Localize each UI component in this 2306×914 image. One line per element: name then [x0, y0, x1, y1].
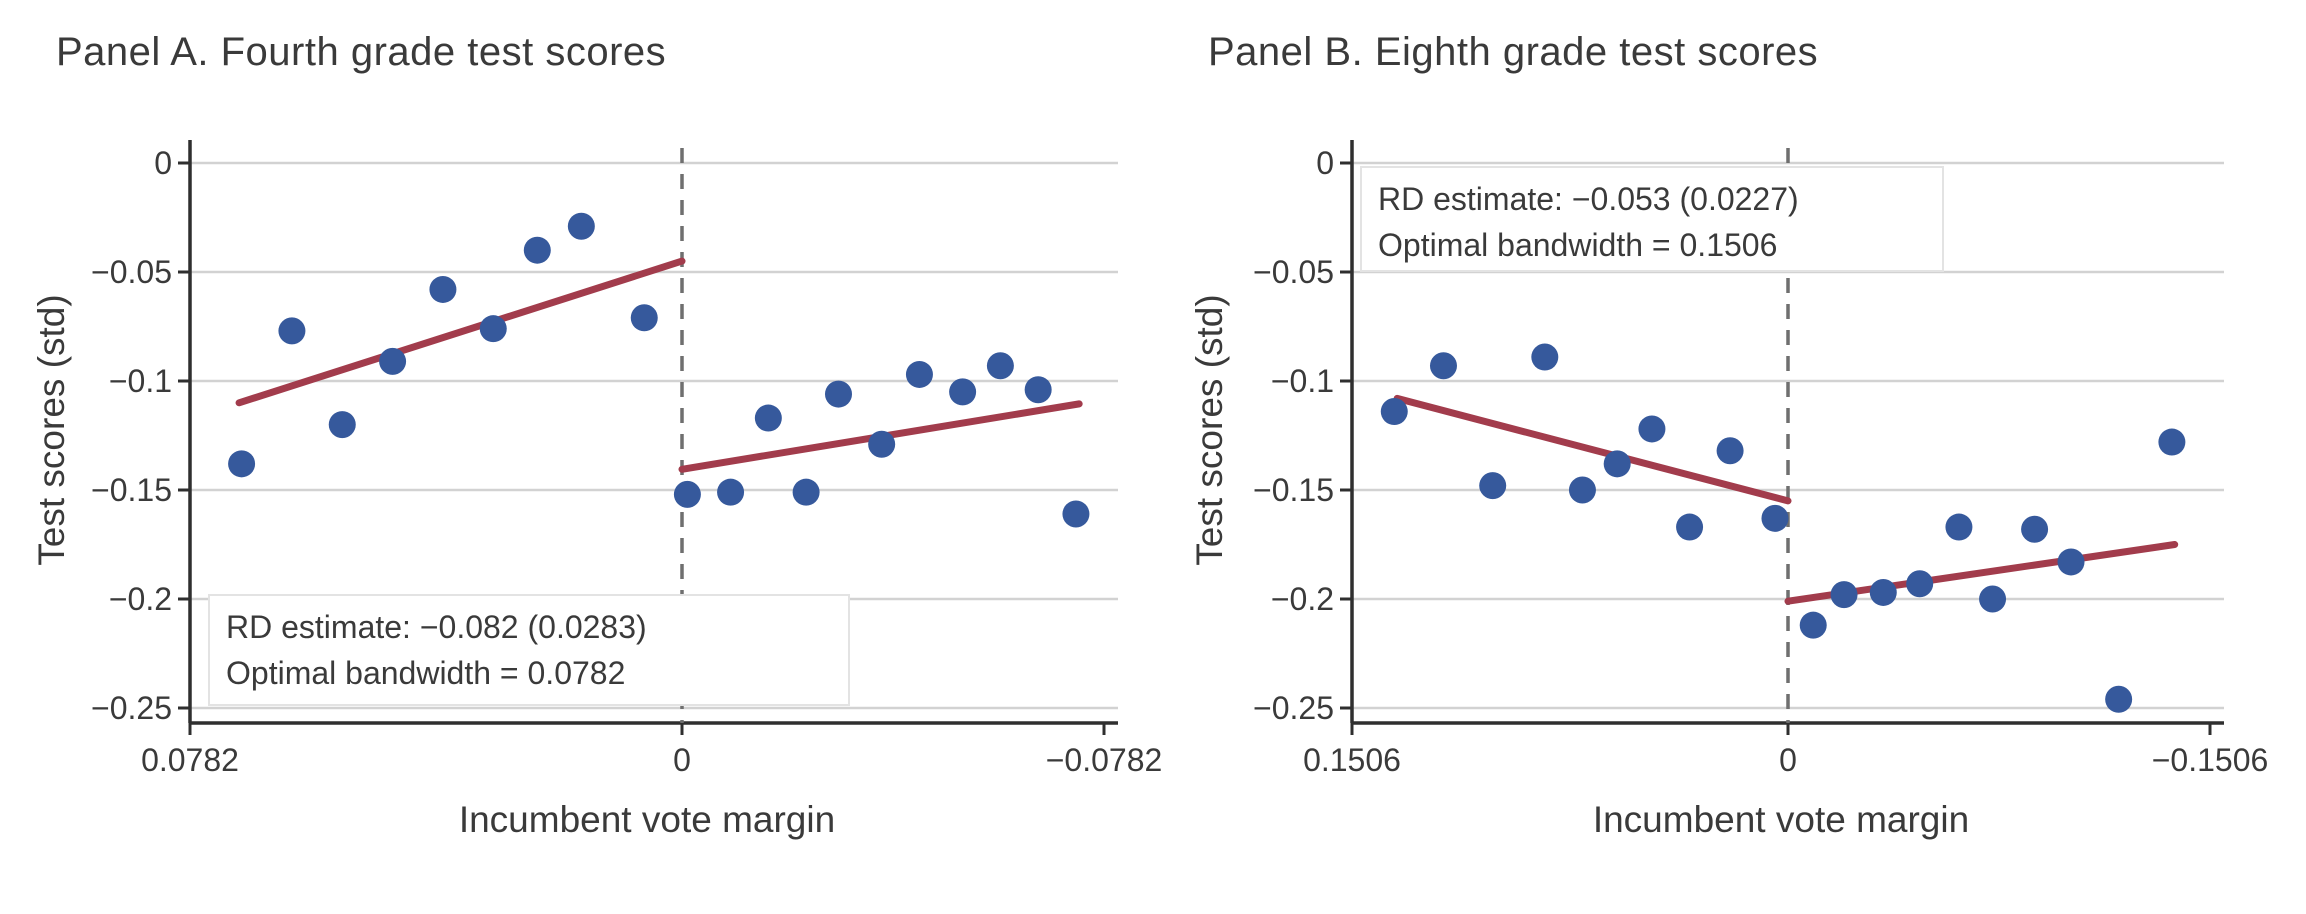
panel-a-ytick-0: 0	[154, 145, 172, 181]
panel-b-xtick-left: 0.1506	[1303, 742, 1401, 778]
panel-b-data-point	[1531, 343, 1559, 371]
panel-b-data-point	[1676, 513, 1704, 541]
panel-a-xaxis-label: Incumbent vote margin	[458, 799, 836, 840]
panel-b-ytick-02: −0.2	[1270, 581, 1334, 617]
panel-b-data-point	[1380, 398, 1408, 426]
panel-b-data-point	[1761, 504, 1789, 532]
panel-a-data-point	[567, 212, 595, 240]
panel-b-xtick-right: −0.1506	[2151, 742, 2269, 778]
panel-b-data-point	[1429, 352, 1457, 380]
panel-a-data-point	[479, 315, 507, 343]
panel-a-ytick-005: −0.05	[91, 254, 172, 290]
panel-a-data-point	[1024, 376, 1052, 404]
panel-a-data-point	[379, 347, 407, 375]
panel-b-data-point	[2057, 548, 2085, 576]
panel-b-annotation: RD estimate: −0.053 (0.0227) Optimal ban…	[1360, 166, 1944, 272]
panel-a-yaxis-label: Test scores (std)	[31, 294, 72, 566]
panel-a-ytick-01: −0.1	[108, 363, 172, 399]
panel-a-data-point	[673, 480, 701, 508]
panel-b-data-point	[1869, 578, 1897, 606]
panel-a-xtick-right: −0.0782	[1045, 742, 1163, 778]
panel-b-data-point	[1479, 472, 1507, 500]
panel-a-data-point	[523, 236, 551, 264]
panel-a-ytick-015: −0.15	[91, 472, 172, 508]
panel-b-data-point	[2158, 428, 2186, 456]
panel-b-data-point	[1945, 513, 1973, 541]
panel-a-data-point	[429, 275, 457, 303]
panel-b-data-point	[1799, 611, 1827, 639]
panel-a-bandwidth: Optimal bandwidth = 0.0782	[226, 655, 626, 691]
panel-b-data-point	[1603, 450, 1631, 478]
panel-b-bandwidth: Optimal bandwidth = 0.1506	[1378, 227, 1778, 263]
panel-a-xtick-left: 0.0782	[141, 742, 239, 778]
panel-b-data-point	[1830, 581, 1858, 609]
panel-b-ytick-0: 0	[1316, 145, 1334, 181]
panel-b-rd-estimate: RD estimate: −0.053 (0.0227)	[1378, 181, 1799, 217]
panel-a-data-point	[717, 478, 745, 506]
panel-a-data-point	[905, 360, 933, 388]
panel-a-rd-estimate: RD estimate: −0.082 (0.0283)	[226, 609, 647, 645]
panel-b-data-point	[1716, 437, 1744, 465]
panel-b-yaxis-label: Test scores (std)	[1189, 294, 1230, 566]
panel-a-data-point	[824, 380, 852, 408]
panel-b-data-point	[1568, 476, 1596, 504]
panel-a-ytick-025: −0.25	[91, 690, 172, 726]
panel-a-data-point	[868, 430, 896, 458]
panel-a-ytick-02: −0.2	[108, 581, 172, 617]
panel-b-xaxis-label: Incumbent vote margin	[1592, 799, 1970, 840]
panel-a-data-point	[278, 317, 306, 345]
panel-a-data-point	[630, 304, 658, 332]
panel-b-data-point	[1906, 570, 1934, 598]
panel-a-data-point	[1062, 500, 1090, 528]
panel-b-data-point	[2021, 515, 2049, 543]
panel-a-title: Panel A. Fourth grade test scores	[56, 30, 667, 74]
panel-b-data-point	[1979, 585, 2007, 613]
panel-a-data-point	[754, 404, 782, 432]
panel-b-fit-line	[1393, 394, 1792, 505]
panel-a-xtick-zero: 0	[673, 742, 691, 778]
panel-a-annotation: RD estimate: −0.082 (0.0283) Optimal ban…	[208, 594, 850, 706]
panel-b-data-point	[2105, 685, 2133, 713]
panel-b-xtick-zero: 0	[1779, 742, 1797, 778]
panel-b-data-point	[1638, 415, 1666, 443]
panel-b-ytick-015: −0.15	[1253, 472, 1334, 508]
panel-b-title: Panel B. Eighth grade test scores	[1208, 30, 1819, 74]
panel-a-data-point	[949, 378, 977, 406]
panel-a-data-point	[228, 450, 256, 478]
panel-b-ytick-01: −0.1	[1270, 363, 1334, 399]
panel-a-data-point	[328, 411, 356, 439]
panel-b-ytick-005: −0.05	[1253, 254, 1334, 290]
panel-a-data-point	[986, 352, 1014, 380]
panel-b-ytick-025: −0.25	[1253, 690, 1334, 726]
panel-a-data-point	[792, 478, 820, 506]
panel-a-fit-line	[235, 257, 686, 407]
